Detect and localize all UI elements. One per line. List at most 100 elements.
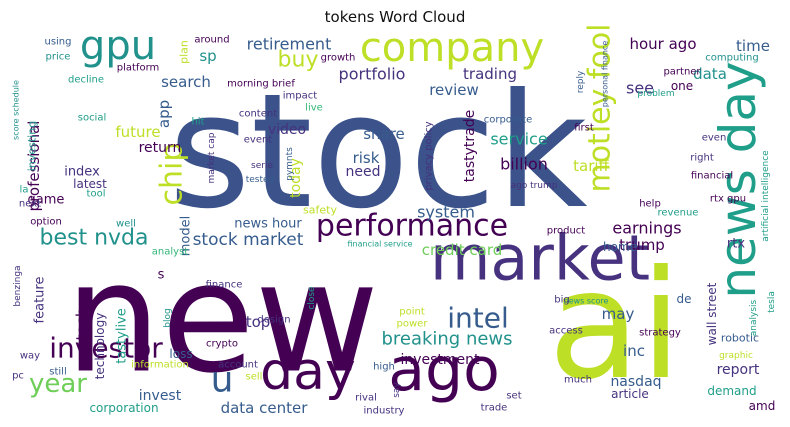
- word-next: next: [19, 199, 41, 210]
- word-technology: technology: [93, 313, 107, 380]
- word-chip: chip: [155, 143, 190, 206]
- word-impact: impact: [283, 91, 317, 102]
- word-corporate: corporate: [484, 115, 533, 126]
- word-invest: invest: [139, 388, 182, 404]
- word-intel: intel: [447, 302, 509, 335]
- word-portfolio: portfolio: [339, 65, 406, 84]
- word-return: return: [139, 140, 182, 156]
- word-news-score: news score: [564, 297, 609, 306]
- word-service: service: [490, 130, 547, 149]
- word-trump: trump: [619, 236, 665, 254]
- word-trading: trading: [463, 65, 517, 83]
- word-high: high: [373, 362, 395, 373]
- word-loss: loss: [169, 347, 192, 361]
- word-tech: tech: [73, 308, 91, 341]
- word-company: company: [360, 25, 544, 71]
- word-investor: investor: [49, 332, 163, 365]
- word-much: much: [564, 375, 592, 386]
- word-still: still: [49, 367, 66, 378]
- word-trade: trade: [481, 403, 508, 414]
- word-using: using: [44, 37, 71, 48]
- word-first: first: [574, 123, 594, 134]
- word-video: video: [268, 122, 306, 138]
- word-sp: sp: [199, 47, 216, 65]
- word-earnings: earnings: [612, 219, 681, 238]
- word-breaking-news: breaking news: [381, 329, 512, 350]
- word-app: app: [155, 100, 173, 128]
- word-model: model: [179, 216, 194, 256]
- word-strategy: strategy: [639, 328, 681, 339]
- word-well: well: [116, 219, 136, 230]
- word-day: day: [260, 342, 356, 402]
- word-blog: blog: [163, 308, 173, 327]
- word-serie: serie: [251, 161, 273, 171]
- word-de: de: [677, 292, 692, 306]
- word-pc: pc: [12, 371, 24, 382]
- word-data-center: data center: [221, 399, 309, 417]
- word-retirement: retirement: [247, 35, 332, 54]
- word-buy: buy: [278, 48, 319, 73]
- word-financial-service: financial service: [347, 240, 412, 249]
- word-system: system: [417, 203, 475, 222]
- word-reply: reply: [576, 70, 586, 93]
- word-may: may: [602, 305, 635, 323]
- word-account: account: [218, 360, 258, 371]
- word-morning-brief: morning brief: [227, 79, 295, 90]
- word-rival: rival: [355, 393, 377, 404]
- word-robotic: robotic: [721, 332, 759, 345]
- word-latest: latest: [73, 177, 107, 191]
- word-power: power: [397, 319, 429, 330]
- word-stock: stock: [168, 60, 588, 244]
- word-market: market: [430, 222, 650, 295]
- word-personal-finance: personal finance: [601, 41, 610, 108]
- word-home: home: [603, 240, 637, 254]
- word-ago: ago: [388, 335, 500, 405]
- word-privacy-policy: privacy policy: [424, 121, 435, 190]
- word-artificial-intelligence: artificial intelligence: [761, 150, 771, 242]
- word-safety: safety: [303, 204, 337, 217]
- word-financial: financial: [691, 171, 733, 182]
- word-performance: performance: [316, 209, 508, 244]
- word-set: set: [506, 391, 521, 402]
- word-tested: tested: [246, 175, 275, 185]
- word-option: option: [30, 217, 62, 228]
- word-event: event: [244, 135, 273, 146]
- word-investment: investment: [400, 352, 480, 368]
- word-access: access: [549, 326, 583, 337]
- word-pymnts: pymnts: [285, 147, 295, 181]
- word-partner: partner: [663, 67, 701, 78]
- word-live: live: [305, 103, 323, 114]
- chart-title: tokens Word Cloud: [324, 8, 466, 26]
- word-hit: hit: [191, 117, 204, 128]
- word-s: s: [158, 268, 165, 283]
- word-top: top: [246, 313, 271, 331]
- word-time: time: [736, 37, 770, 55]
- word-platform: platform: [117, 63, 160, 74]
- word-news-day: news day: [709, 61, 767, 298]
- word-revenue: revenue: [658, 208, 699, 219]
- word-help: help: [639, 199, 661, 210]
- word-u: u: [211, 360, 234, 401]
- word-need: need: [346, 164, 381, 180]
- word-feature: feature: [33, 277, 48, 324]
- word-tool: tool: [87, 189, 106, 200]
- word-tariff: tariff: [573, 157, 609, 175]
- word-problem: problem: [637, 89, 674, 99]
- word-say: say: [392, 382, 402, 398]
- word-ago-trump: ago trump: [510, 181, 557, 191]
- word-hour-ago: hour ago: [629, 35, 696, 53]
- word-news-hour: news hour: [234, 217, 302, 232]
- word-game: game: [28, 193, 65, 208]
- word-wall-street: wall street: [705, 282, 719, 345]
- word-way: way: [20, 351, 40, 362]
- word-la: la: [20, 185, 29, 196]
- word-score-schedule: score schedule: [12, 80, 21, 140]
- word-finance: finance: [206, 280, 243, 291]
- word-computing: computing: [705, 53, 758, 64]
- word-see: see: [626, 79, 654, 98]
- word-rtx: rtx: [727, 237, 745, 252]
- word-new: new: [65, 230, 379, 407]
- word-content: content: [239, 109, 277, 120]
- word-price: price: [46, 52, 71, 63]
